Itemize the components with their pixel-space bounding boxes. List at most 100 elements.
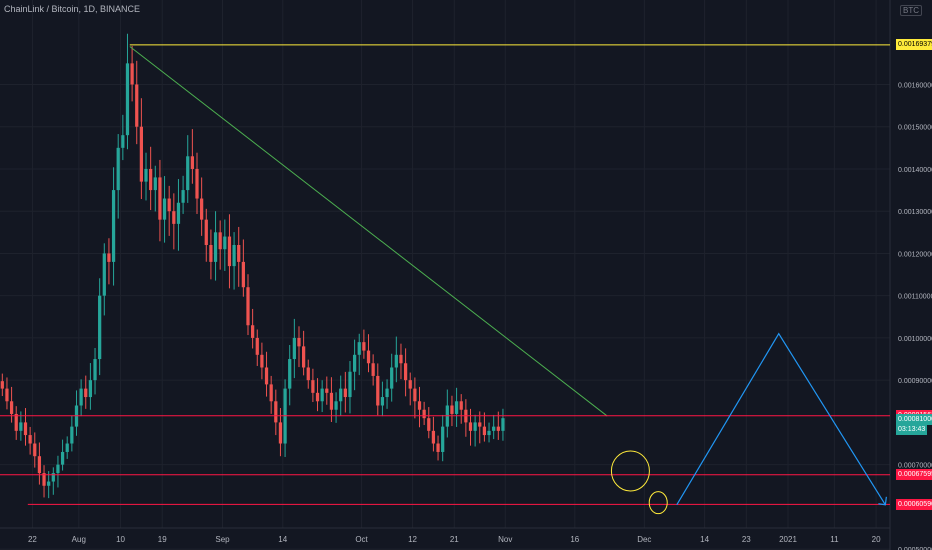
candle-body (65, 443, 69, 452)
candle-body (195, 168, 199, 199)
candle-body (139, 126, 144, 182)
candle-body (213, 232, 218, 262)
candle-body (380, 397, 385, 406)
price-tick-label: 0.00140000 (898, 167, 932, 174)
candle-body (478, 422, 482, 427)
candle-body (84, 388, 88, 398)
candle-body (441, 426, 445, 452)
candle-body (260, 354, 264, 368)
candle-body (492, 426, 496, 431)
candle-body (394, 354, 398, 368)
candle-body (28, 435, 32, 444)
candle-body (422, 409, 426, 419)
candle-body (246, 287, 250, 326)
candle-body (149, 168, 153, 191)
candle-body (107, 253, 111, 262)
candle-body (70, 426, 74, 444)
time-tick-label: 19 (158, 535, 167, 544)
candle-body (334, 401, 338, 410)
time-tick-label: 20 (872, 535, 881, 544)
price-tick-label: 0.00070000 (898, 463, 932, 470)
time-tick-label: 21 (450, 535, 459, 544)
time-tick-label: Nov (498, 535, 512, 544)
candle-body (181, 190, 185, 203)
candle-body (9, 401, 14, 414)
projection-path (676, 332, 886, 506)
candle-body (343, 388, 347, 398)
price-tick-label: 0.00160000 (898, 82, 932, 89)
candle-body (186, 156, 190, 191)
price-tick-label: 0.00120000 (898, 251, 932, 258)
candle-body (362, 342, 366, 351)
currency-badge[interactable]: BTC (900, 5, 922, 16)
candle-body (403, 363, 408, 381)
time-tick-label: 14 (700, 535, 709, 544)
candle-body (135, 84, 139, 127)
time-tick-label: Aug (72, 535, 86, 544)
candle-body (269, 384, 273, 402)
candle-body (176, 202, 181, 224)
price-tick-label: 0.00110000 (898, 294, 932, 301)
price-tick-label: 0.00150000 (898, 125, 932, 132)
candle-body (237, 244, 241, 262)
candle-body (144, 168, 148, 182)
candle-body (98, 295, 102, 360)
symbol-title[interactable]: ChainLink / Bitcoin, 1D, BINANCE (4, 4, 141, 14)
candle-body (292, 337, 296, 360)
candle-body (190, 156, 194, 169)
candle-body (102, 253, 106, 296)
candle-body (130, 63, 134, 85)
candle-body (47, 481, 51, 486)
candle-body (431, 430, 436, 444)
candle-body (473, 422, 477, 431)
candle-body (60, 451, 65, 465)
candle-body (339, 388, 343, 402)
time-tick-label: 12 (408, 535, 417, 544)
candle-body (413, 388, 417, 402)
candle-body (315, 392, 320, 402)
candle-body (232, 244, 236, 267)
candle-body (348, 371, 352, 398)
candle-body (459, 401, 463, 410)
candle-body (255, 337, 259, 355)
candle-body (325, 388, 329, 393)
candle-body (390, 367, 394, 389)
candle-body (366, 350, 371, 364)
time-tick-label: 11 (830, 535, 839, 544)
candle-body (218, 232, 222, 250)
candle-body (297, 337, 301, 347)
candle-body (482, 426, 487, 436)
candle-body (427, 418, 431, 431)
candle-body (125, 63, 130, 136)
candle-body (329, 392, 334, 410)
candle-body (5, 388, 9, 402)
candle-body (496, 426, 500, 431)
candle-body (88, 380, 93, 398)
candle-body (371, 363, 375, 376)
candle-body (436, 443, 440, 452)
line-price-label: 0.00067595 (896, 469, 932, 481)
line-price-label: 0.00169379 (896, 39, 932, 51)
bar-countdown-label: 03:13:43 (896, 424, 928, 436)
time-tick-label: 23 (742, 535, 751, 544)
candle-body (111, 190, 116, 262)
candle-body (376, 375, 380, 406)
candle-body (288, 359, 292, 389)
price-tick-label: 0.00050000 (898, 547, 932, 550)
candle-body (42, 473, 46, 486)
candle-body (311, 380, 315, 393)
candle-body (454, 401, 459, 414)
time-tick-label: Sep (215, 535, 230, 544)
candle-body (56, 464, 60, 474)
price-tick-label: 0.00100000 (898, 336, 932, 343)
candle-body (209, 244, 213, 262)
price-tick-label: 0.00130000 (898, 209, 932, 216)
candle-body (450, 405, 454, 414)
candle-body (487, 430, 491, 436)
candle-body (223, 236, 227, 250)
time-tick-label: Oct (355, 535, 368, 544)
candle-body (468, 422, 473, 431)
time-tick-label: 16 (570, 535, 579, 544)
